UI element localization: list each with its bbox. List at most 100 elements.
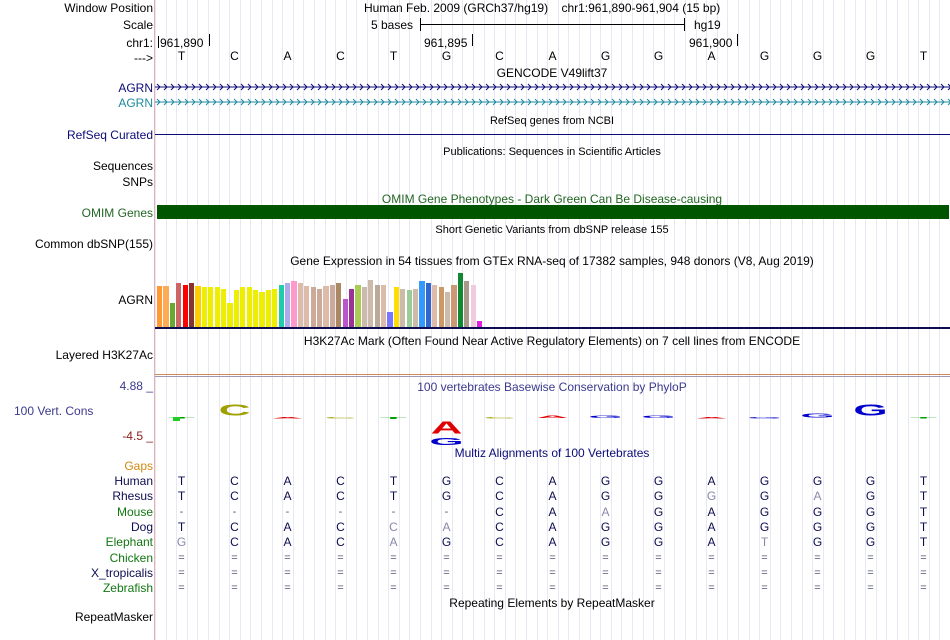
gtex-tissue-bar[interactable]	[323, 285, 329, 327]
gtex-tissue-bar[interactable]	[349, 288, 355, 327]
h3k27ac-track-label[interactable]: Layered H3K27Ac	[55, 348, 153, 362]
gtex-tissue-bar[interactable]	[413, 288, 419, 327]
gtex-track-title[interactable]: Gene Expression in 54 tissues from GTEx …	[290, 254, 814, 268]
multiz-species-label[interactable]: Human	[114, 474, 153, 488]
gtex-gene-label[interactable]: AGRN	[118, 293, 153, 307]
multiz-species-label[interactable]: Zebrafish	[102, 581, 153, 596]
gtex-tissue-bar[interactable]	[278, 284, 284, 327]
gtex-tissue-bar[interactable]	[291, 280, 297, 327]
grid-line	[271, 0, 273, 640]
reference-base: G	[600, 49, 611, 63]
multiz-species-label[interactable]: Elephant	[105, 535, 153, 550]
gtex-tissue-bar[interactable]	[381, 284, 387, 327]
gtex-tissue-bar[interactable]	[182, 284, 188, 327]
gtex-tissue-bar[interactable]	[189, 282, 195, 327]
gencode-gene-features[interactable]	[155, 80, 950, 110]
publications-sequences-label[interactable]: Sequences	[92, 159, 153, 173]
refseq-track-label[interactable]: RefSeq Curated	[66, 128, 153, 142]
gtex-tissue-bar[interactable]	[451, 284, 457, 327]
grid-line	[504, 0, 506, 640]
reference-base: G	[759, 49, 770, 63]
gencode-gene-label-1[interactable]: AGRN	[118, 81, 153, 95]
omim-phenotype-bar[interactable]	[157, 205, 949, 219]
multiz-base: =	[655, 582, 662, 595]
gtex-tissue-bar[interactable]	[195, 285, 201, 327]
refseq-gene-line[interactable]	[155, 134, 950, 135]
conservation-track-title[interactable]: 100 vertebrates Basewise Conservation by…	[417, 380, 687, 394]
omim-track-title[interactable]: OMIM Gene Phenotypes - Dark Green Can Be…	[381, 192, 723, 206]
publications-track-title[interactable]: Publications: Sequences in Scientific Ar…	[443, 146, 661, 158]
dbsnp-track-title[interactable]: Short Genetic Variants from dbSNP releas…	[435, 224, 669, 236]
gtex-tissue-bar[interactable]	[432, 284, 438, 327]
gtex-tissue-bar[interactable]	[329, 284, 335, 327]
gtex-tissue-bar[interactable]	[176, 282, 182, 327]
h3k27ac-track-title[interactable]: H3K27Ac Mark (Often Found Near Active Re…	[303, 334, 801, 348]
multiz-species-label[interactable]: Dog	[130, 519, 153, 534]
gencode-track-title[interactable]: GENCODE V49lift37	[496, 66, 608, 80]
h3k27ac-signal-line[interactable]	[155, 374, 950, 375]
gtex-tissue-bar[interactable]	[387, 312, 393, 327]
gtex-tissue-bar[interactable]	[246, 286, 252, 327]
gtex-tissue-bar[interactable]	[227, 303, 233, 327]
gtex-tissue-bar[interactable]	[438, 286, 444, 327]
grid-line	[865, 0, 867, 640]
multiz-base: G	[441, 474, 452, 488]
gtex-tissue-bar[interactable]	[400, 288, 406, 327]
gtex-tissue-bar[interactable]	[406, 290, 412, 327]
gtex-tissue-bar[interactable]	[355, 284, 361, 327]
gtex-tissue-bar[interactable]	[419, 280, 425, 327]
omim-track-label[interactable]: OMIM Genes	[81, 206, 153, 220]
gtex-tissue-bar[interactable]	[457, 272, 463, 327]
gtex-tissue-bar[interactable]	[342, 298, 348, 327]
multiz-base: =	[178, 551, 185, 564]
gtex-tissue-bar[interactable]	[297, 282, 303, 327]
gtex-tissue-bar[interactable]	[221, 288, 227, 327]
gtex-tissue-bar[interactable]	[253, 290, 259, 327]
gtex-tissue-bar[interactable]	[445, 291, 451, 327]
repeatmasker-track-title[interactable]: Repeating Elements by RepeatMasker	[449, 596, 655, 610]
gtex-tissue-bar[interactable]	[272, 288, 278, 327]
gtex-tissue-bar[interactable]	[157, 285, 163, 327]
gtex-tissue-bar[interactable]	[233, 290, 239, 327]
gtex-tissue-bar[interactable]	[310, 286, 316, 327]
dbsnp-track-label[interactable]: Common dbSNP(155)	[34, 237, 153, 251]
gencode-gene-label-2[interactable]: AGRN	[118, 96, 153, 110]
grid-line	[335, 0, 337, 640]
gtex-tissue-bar[interactable]	[477, 321, 483, 327]
multiz-species-label[interactable]: Rhesus	[112, 489, 153, 504]
gtex-tissue-bar[interactable]	[317, 288, 323, 327]
multiz-species-label[interactable]: X_tropicalis	[90, 565, 153, 580]
gtex-tissue-bar[interactable]	[214, 286, 220, 327]
gtex-tissue-bar[interactable]	[464, 280, 470, 327]
gtex-tissue-bar[interactable]	[265, 290, 271, 327]
gtex-tissue-bar[interactable]	[393, 286, 399, 327]
gtex-tissue-bar[interactable]	[425, 282, 431, 327]
gtex-tissue-bar[interactable]	[374, 284, 380, 327]
multiz-species-label[interactable]: Mouse	[116, 504, 153, 519]
gtex-tissue-bar[interactable]	[470, 284, 476, 327]
gtex-tissue-bar[interactable]	[361, 286, 367, 327]
gtex-tissue-bar[interactable]	[169, 303, 175, 327]
multiz-gaps-label[interactable]: Gaps	[124, 459, 153, 473]
multiz-species-label[interactable]: Chicken	[109, 550, 153, 565]
publications-snps-label[interactable]: SNPs	[122, 175, 153, 189]
multiz-base: G	[706, 489, 717, 504]
multiz-base: =	[867, 551, 874, 564]
gtex-tissue-bar[interactable]	[163, 285, 169, 327]
gtex-tissue-bar[interactable]	[336, 282, 342, 327]
multiz-track-title[interactable]: Multiz Alignments of 100 Vertebrates	[454, 446, 650, 460]
gtex-tissue-bar[interactable]	[240, 286, 246, 327]
refseq-track-title[interactable]: RefSeq genes from NCBI	[489, 115, 615, 127]
gtex-tissue-bar[interactable]	[368, 279, 374, 327]
conservation-track-label[interactable]: 100 Vert. Cons	[14, 404, 94, 418]
gtex-tissue-bar[interactable]	[285, 282, 291, 327]
gtex-tissue-bar[interactable]	[259, 291, 265, 327]
assembly-text: Human Feb. 2009 (GRCh37/hg19) chr1:961,8…	[364, 1, 720, 15]
gtex-expression-chart[interactable]	[157, 268, 537, 327]
gtex-tissue-bar[interactable]	[304, 285, 310, 327]
gtex-tissue-bar[interactable]	[201, 286, 207, 327]
gtex-tissue-bar[interactable]	[208, 286, 214, 327]
repeatmasker-track-label[interactable]: RepeatMasker	[74, 610, 153, 624]
